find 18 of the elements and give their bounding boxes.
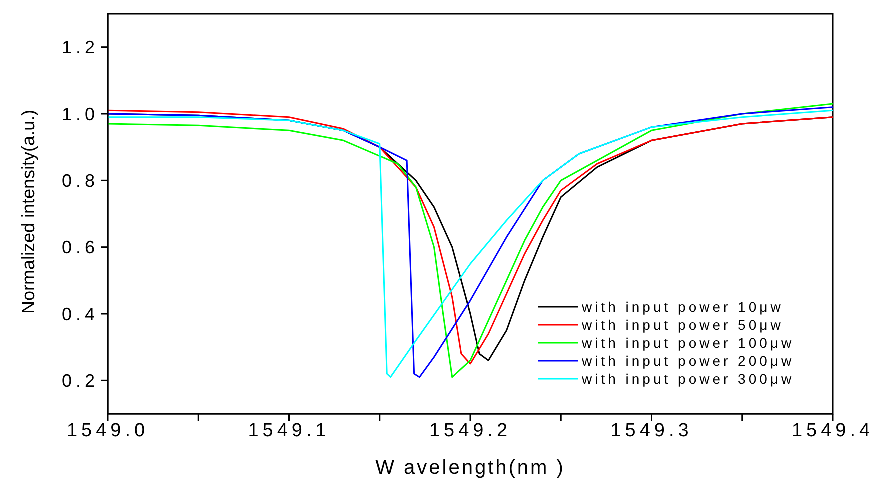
y-tick-label: 0.6 bbox=[62, 238, 99, 258]
y-tick-label: 0.4 bbox=[62, 304, 99, 324]
y-tick-label: 0.2 bbox=[62, 371, 99, 392]
x-axis-title: W avelength(nm ) bbox=[376, 457, 566, 479]
y-tick-label: 1.0 bbox=[62, 104, 99, 124]
legend-label: with input power 50μw bbox=[582, 316, 784, 334]
x-tick-label: 1549.3 bbox=[610, 420, 693, 442]
legend-label: with input power 100μw bbox=[582, 334, 795, 352]
legend-label: with input power 10μw bbox=[582, 298, 784, 316]
x-tick-label: 1549.1 bbox=[248, 420, 330, 442]
legend-label: with input power 200μw bbox=[582, 352, 795, 370]
x-tick-label: 1549.2 bbox=[429, 420, 512, 442]
x-tick-label: 1549.0 bbox=[66, 420, 150, 442]
y-tick-label: 0.8 bbox=[62, 171, 99, 192]
y-axis-title: Normalized intensity(a.u.) bbox=[18, 110, 38, 314]
y-tick-label: 1.2 bbox=[62, 38, 99, 58]
legend-label: with input power 300μw bbox=[582, 370, 795, 388]
x-tick-label: 1549.4 bbox=[792, 420, 874, 442]
